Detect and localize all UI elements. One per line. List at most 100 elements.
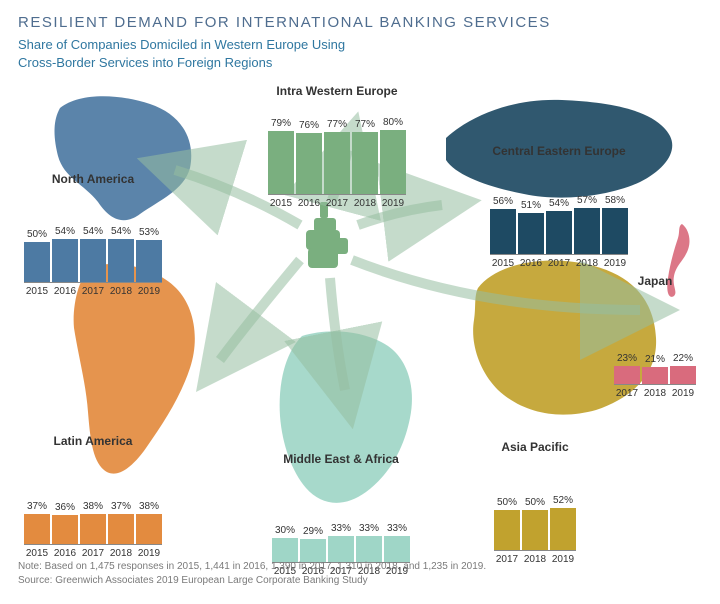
bar-year-label: 2019	[380, 198, 406, 209]
bar: 23%	[614, 353, 640, 384]
intra-western-europe-chart: Intra Western Europe79%76%77%77%80%20152…	[268, 84, 406, 209]
bar-group: 30%29%33%33%33%	[272, 469, 410, 563]
bar-value-label: 38%	[139, 501, 159, 512]
bar: 52%	[550, 495, 576, 550]
bar-rect	[352, 132, 378, 194]
bar-value-label: 50%	[497, 497, 517, 508]
bar-rect	[670, 366, 696, 384]
bar-value-label: 54%	[549, 198, 569, 209]
bar: 53%	[136, 227, 162, 282]
bar-value-label: 21%	[645, 354, 665, 365]
bar-value-label: 33%	[359, 523, 379, 534]
bar: 76%	[296, 120, 322, 194]
bar-rect	[52, 515, 78, 544]
subtitle: Share of Companies Domiciled in Western …	[18, 36, 345, 71]
bar: 38%	[80, 501, 106, 544]
bar-year-label: 2017	[546, 258, 572, 269]
bar-rect	[490, 209, 516, 254]
bar: 33%	[328, 523, 354, 562]
bar-rect	[642, 367, 668, 384]
bar-value-label: 52%	[553, 495, 573, 506]
bar: 50%	[494, 497, 520, 550]
bar-value-label: 57%	[577, 195, 597, 206]
bar-year-label: 2015	[268, 198, 294, 209]
footnote: Note: Based on 1,475 responses in 2015, …	[18, 560, 486, 588]
bar-year-label: 2017	[80, 286, 106, 297]
bar: 57%	[574, 195, 600, 254]
bar-year-label: 2016	[52, 286, 78, 297]
bar: 50%	[24, 229, 50, 282]
chart-title: Central Eastern Europe	[490, 144, 628, 158]
bar-year-label: 2015	[24, 286, 50, 297]
japan-chart: Japan23%21%22%201720182019	[614, 274, 696, 399]
bar-value-label: 22%	[673, 353, 693, 364]
bar-year-label: 2016	[296, 198, 322, 209]
bar: 77%	[324, 119, 350, 194]
bar-year-label: 2015	[24, 548, 50, 559]
bar-year-label: 2019	[670, 388, 696, 399]
bar-group: 56% 51% 54% 57% 58%	[490, 161, 628, 255]
bar-rect	[108, 514, 134, 544]
bar-value-label: 50%	[525, 497, 545, 508]
bar-group: 23% 21% 22%	[614, 291, 696, 385]
bar-rect	[136, 240, 162, 282]
bar: 58%	[602, 195, 628, 254]
central-eastern-europe-chart: Central Eastern Europe 56% 51% 54% 57% 58% 201…	[490, 144, 628, 269]
bar: 36%	[52, 502, 78, 544]
bar: 54%	[52, 226, 78, 282]
bar: 33%	[356, 523, 382, 562]
chart-title: Latin America	[24, 434, 162, 448]
bar-rect	[80, 239, 106, 282]
bar-rect	[24, 514, 50, 544]
bar-year-label: 2017	[80, 548, 106, 559]
bar-value-label: 79%	[271, 118, 291, 129]
bar-group: 79%76%77%77%80%	[268, 101, 406, 195]
hub-western-europe	[300, 198, 364, 278]
bar-value-label: 30%	[275, 525, 295, 536]
bar-rect	[300, 539, 326, 562]
north-america-chart: North America50%54%54%54%53%201520162017…	[24, 172, 162, 297]
bar: 33%	[384, 523, 410, 562]
bar-value-label: 54%	[111, 226, 131, 237]
bar: 54%	[80, 226, 106, 282]
chart-title: North America	[24, 172, 162, 186]
bar-value-label: 56%	[493, 196, 513, 207]
bar-year-label: 2016	[518, 258, 544, 269]
bar-value-label: 77%	[355, 119, 375, 130]
bar: 22%	[670, 353, 696, 384]
bar-rect	[550, 508, 576, 550]
main-title: RESILIENT DEMAND FOR INTERNATIONAL BANKI…	[18, 14, 551, 31]
bar-rect	[614, 366, 640, 384]
bar-value-label: 38%	[83, 501, 103, 512]
bar-rect	[24, 242, 50, 282]
bar-rect	[296, 133, 322, 194]
bar-rect	[380, 130, 406, 194]
bar-rect	[108, 239, 134, 282]
bar: 37%	[108, 501, 134, 544]
bar-year-label: 2019	[136, 548, 162, 559]
bar-group: 50% 50% 52%	[494, 457, 576, 551]
bar-value-label: 36%	[55, 502, 75, 513]
chart-title: Japan	[614, 274, 696, 288]
bar-rect	[80, 514, 106, 544]
bar-value-label: 33%	[387, 523, 407, 534]
bar-rect	[328, 536, 354, 562]
bar-rect	[602, 208, 628, 254]
bar-rect	[136, 514, 162, 544]
bar-group: 37% 36% 38% 37% 38%	[24, 451, 162, 545]
bar-rect	[522, 510, 548, 550]
bar-rect	[356, 536, 382, 562]
bar-year-label: 2019	[136, 286, 162, 297]
bar-year-label: 2018	[108, 548, 134, 559]
bar-year-label: 2016	[52, 548, 78, 559]
bar: 30%	[272, 525, 298, 562]
bar-rect	[268, 131, 294, 194]
bar: 51%	[518, 200, 544, 254]
bar-value-label: 37%	[111, 501, 131, 512]
bar-group: 50%54%54%54%53%	[24, 189, 162, 283]
bar-value-label: 33%	[331, 523, 351, 534]
bar: 37%	[24, 501, 50, 544]
bar-value-label: 23%	[617, 353, 637, 364]
bar: 56%	[490, 196, 516, 254]
bar-rect	[494, 510, 520, 550]
